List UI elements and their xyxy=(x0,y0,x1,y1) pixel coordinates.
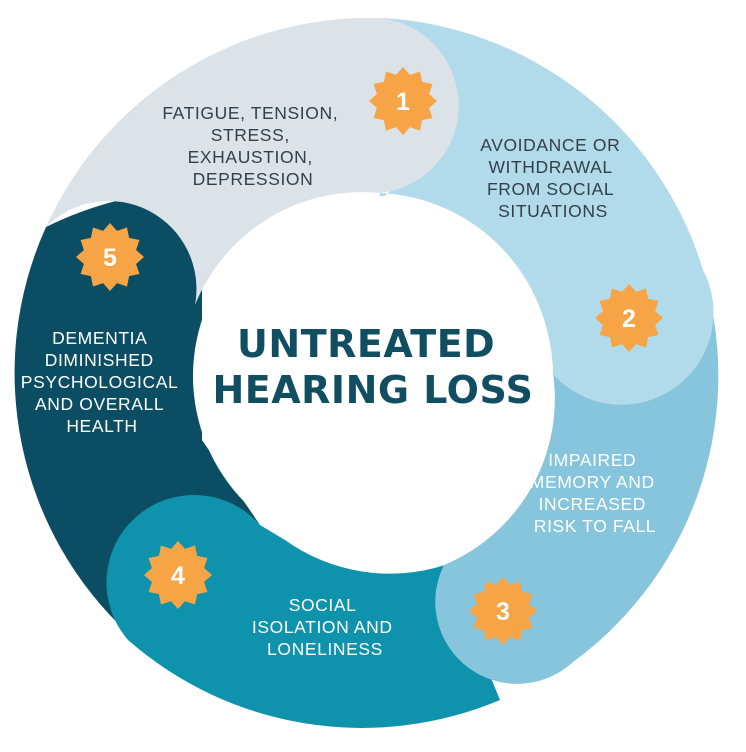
badge-1: 1 xyxy=(369,67,437,135)
segment-5-line: PSYCHOLOGICAL xyxy=(21,372,178,392)
segment-5-line: HEALTH xyxy=(66,416,137,436)
badge-2: 2 xyxy=(595,284,663,352)
segment-1-text: FATIGUE, TENSION, STRESS, EXHAUSTION, DE… xyxy=(162,103,343,189)
segment-3-line: MEMORY AND xyxy=(530,472,655,492)
segment-4-text: SOCIAL ISOLATION AND LONELINESS xyxy=(252,595,398,659)
badge-star-icon xyxy=(144,541,212,609)
segment-1-line: STRESS, xyxy=(211,125,290,145)
badge-1-number: 1 xyxy=(396,88,410,116)
segment-3-line: RISK TO FALL xyxy=(534,516,656,536)
badge-star-icon xyxy=(595,284,663,352)
segment-4-line: LONELINESS xyxy=(267,639,383,659)
segment-5-text: DEMENTIA DIMINISHED PSYCHOLOGICAL AND OV… xyxy=(21,328,183,436)
badge-5: 5 xyxy=(76,223,144,291)
badge-3-number: 3 xyxy=(496,598,510,626)
badge-star-icon xyxy=(469,577,537,645)
segment-3-line: IMPAIRED xyxy=(548,450,636,470)
segment-4-line: SOCIAL xyxy=(289,595,356,615)
badge-4: 4 xyxy=(144,541,212,609)
segment-4 xyxy=(106,494,500,728)
badge-3: 3 xyxy=(469,577,537,645)
segment-1-line: DEPRESSION xyxy=(193,169,314,189)
segment-5-line: DIMINISHED xyxy=(45,350,154,370)
segment-3-line: INCREASED xyxy=(539,494,647,514)
badge-2-number: 2 xyxy=(622,305,636,333)
segment-5-line: AND OVERALL xyxy=(35,394,164,414)
segment-3-text: IMPAIRED MEMORY AND INCREASED RISK TO FA… xyxy=(530,450,660,536)
segment-1 xyxy=(46,17,459,306)
center-title-line2: HEARING LOSS xyxy=(213,368,534,412)
badge-4-number: 4 xyxy=(171,562,185,590)
segment-2-line: FROM SOCIAL xyxy=(487,179,614,199)
segment-1-line: EXHAUSTION, xyxy=(188,147,313,167)
segment-2-line: WITHDRAWAL xyxy=(488,157,612,177)
segment-5 xyxy=(14,199,261,635)
center-title-line1: UNTREATED xyxy=(237,322,495,366)
center-circle xyxy=(193,196,553,556)
segment-2-line: SITUATIONS xyxy=(498,201,608,221)
segment-4-line: ISOLATION AND xyxy=(252,617,393,637)
segment-5-line: DEMENTIA xyxy=(52,328,147,348)
segment-2-line: AVOIDANCE OR xyxy=(480,135,620,155)
segment-2-text: AVOIDANCE OR WITHDRAWAL FROM SOCIAL SITU… xyxy=(480,135,626,221)
badge-star-icon xyxy=(76,223,144,291)
center-title: UNTREATED HEARING LOSS xyxy=(213,322,534,412)
ring xyxy=(14,17,719,728)
badge-star-icon xyxy=(369,67,437,135)
segment-1-line: FATIGUE, TENSION, xyxy=(162,103,338,123)
badge-5-number: 5 xyxy=(103,244,117,272)
